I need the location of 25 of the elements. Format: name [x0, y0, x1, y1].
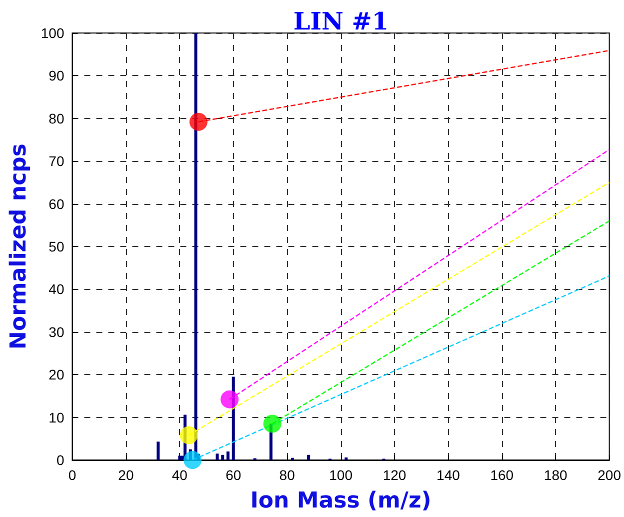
y-tick-label: 0	[56, 452, 64, 468]
y-tick-label: 20	[48, 366, 64, 383]
x-axis-title: Ion Mass (m/z)	[250, 488, 432, 514]
x-tick-label: 180	[544, 467, 568, 483]
x-tick-label: 140	[436, 467, 460, 483]
x-tick-label: 40	[172, 467, 188, 483]
x-tick-label: 200	[598, 467, 622, 483]
x-tick-label: 60	[226, 467, 242, 483]
chart-title: LIN #1	[293, 6, 389, 36]
y-tick-label: 30	[48, 324, 64, 340]
x-tick-label: 20	[118, 467, 134, 483]
y-tick-label: 60	[48, 196, 64, 212]
x-tick-label: 160	[490, 467, 514, 483]
y-tick-label: 40	[48, 281, 64, 298]
y-tick-label: 10	[48, 409, 64, 426]
x-tick-label: 0	[68, 467, 76, 483]
y-tick-label: 50	[48, 238, 64, 254]
x-tick-label: 100	[329, 467, 353, 483]
y-tick-label: 90	[48, 68, 64, 84]
x-tick-label: 80	[279, 467, 296, 483]
y-tick-label: 70	[48, 153, 64, 170]
x-tick-label: 120	[382, 467, 406, 483]
y-tick-label: 80	[48, 110, 64, 126]
y-axis-title: Normalized ncps	[6, 144, 32, 350]
y-tick-label: 100	[40, 25, 64, 41]
